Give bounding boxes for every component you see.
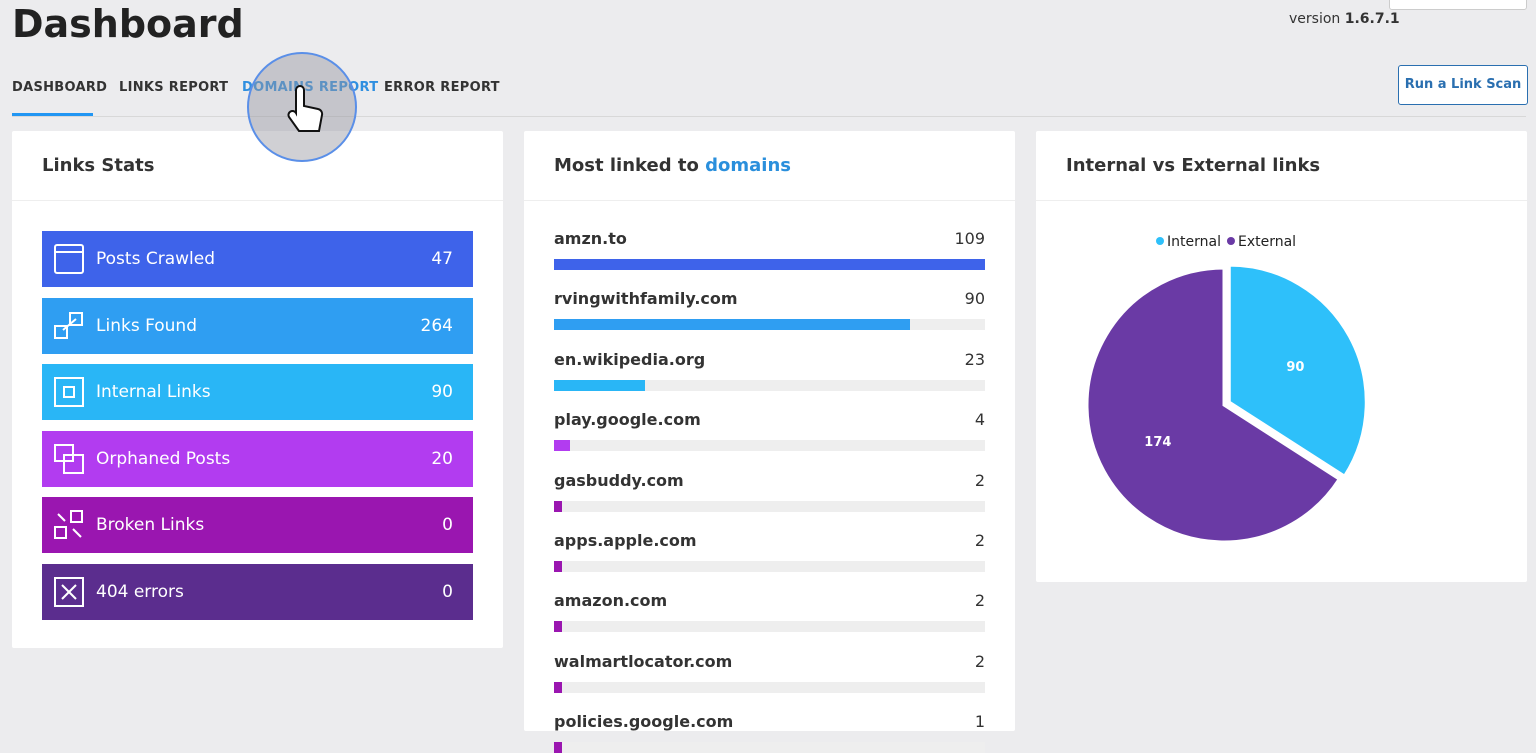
pie-slice (1085, 266, 1342, 544)
domain-count: 2 (974, 531, 985, 550)
bar (554, 742, 562, 753)
domain-name: policies.google.com (554, 712, 734, 732)
slice-label: 174 (1144, 435, 1171, 450)
domain-count: 2 (974, 651, 985, 671)
stat-icon (54, 576, 84, 607)
tab[interactable]: DOMAINS REPORT (242, 80, 378, 95)
stat-label: Broken Links (96, 515, 205, 535)
page-title: Dashboard (12, 2, 244, 46)
legend-dot (1226, 237, 1235, 245)
bar (554, 379, 645, 391)
bar-track (554, 621, 985, 633)
legend-label: Internal (1167, 234, 1221, 250)
domain-count: 23 (964, 349, 985, 369)
stat-value: 264 (420, 315, 453, 336)
domain-name: walmartlocator.com (554, 651, 733, 671)
stat-icon (54, 311, 83, 339)
bar-track (554, 259, 985, 270)
domain-count: 90 (964, 289, 985, 309)
stat-label: 404 errors (96, 581, 184, 602)
domains-card: Most linked to domains amzn.to 109 rvingwi… (524, 131, 1015, 753)
bar-track (554, 742, 985, 753)
domain-name: play.google.com (554, 410, 701, 430)
active-tab-indicator (12, 113, 93, 116)
stat-value: 47 (431, 249, 453, 269)
domain-count: 109 (954, 229, 985, 248)
bar-track (554, 561, 985, 572)
domain-count: 4 (974, 410, 985, 430)
stat-value: 90 (431, 382, 453, 402)
bar (554, 561, 562, 572)
bar-track (554, 681, 985, 693)
pie-slice (1227, 263, 1368, 479)
scan-button[interactable]: Run a Link Scan (1398, 65, 1528, 105)
top-button[interactable] (1389, 0, 1527, 10)
domain-name: en.wikipedia.org (554, 349, 706, 369)
domain-count: 1 (974, 712, 985, 732)
bar-track (554, 500, 985, 512)
domain-name: gasbuddy.com (554, 470, 684, 490)
stat-box: Internal Links 90 (42, 364, 473, 420)
tab[interactable]: DASHBOARD (12, 80, 108, 95)
cursor-highlight (247, 52, 357, 162)
stat-icon (54, 377, 84, 407)
stat-box: Orphaned Posts 20 (42, 430, 473, 487)
stat-label: Orphaned Posts (96, 448, 231, 469)
version: version 1.6.7.1 (1289, 11, 1400, 27)
bar (554, 319, 910, 331)
slice-label: 90 (1286, 360, 1304, 375)
links-stats-card: Links Stats Posts Crawled 47 Links Found 26… (12, 131, 503, 648)
bar (554, 440, 570, 452)
card-title: Internal vs External links (1066, 155, 1321, 176)
stat-icon (54, 443, 84, 474)
domain-name: apps.apple.com (554, 531, 697, 550)
stat-value: 20 (431, 448, 453, 469)
divider (12, 116, 1526, 117)
bar-track (554, 379, 985, 391)
stat-value: 0 (442, 581, 453, 602)
version-label: version (1289, 11, 1341, 27)
tab[interactable]: ERROR REPORT (384, 80, 500, 95)
stat-value: 0 (442, 515, 453, 535)
card-title: Links Stats (42, 155, 155, 176)
domain-name: rvingwithfamily.com (554, 289, 738, 309)
card-title: Most linked to domains (554, 155, 791, 176)
bar (554, 500, 562, 512)
stat-label: Internal Links (96, 382, 211, 402)
pie-card: Internal vs External links Internal Exter… (1036, 131, 1527, 582)
pie-chart: Internal External 90 174 (1085, 234, 1368, 544)
tab[interactable]: LINKS REPORT (119, 80, 229, 95)
bar (554, 621, 562, 633)
domain-name: amazon.com (554, 591, 668, 611)
bar-track (554, 319, 985, 331)
title-link[interactable]: domains (705, 155, 791, 176)
title-text: Most linked to (554, 155, 699, 176)
stat-label: Links Found (96, 315, 197, 336)
legend-label: External (1238, 234, 1296, 250)
domain-count: 2 (974, 470, 985, 490)
page: Dashboard version 1.6.7.1 DASHBOARD LINK… (12, 0, 1528, 753)
bar-track (554, 440, 985, 452)
stat-box: Links Found 264 (42, 297, 473, 354)
stat-box: Posts Crawled 47 (42, 231, 473, 287)
stat-icon (54, 244, 84, 274)
bar (554, 681, 562, 693)
bar (554, 259, 985, 270)
version-number: 1.6.7.1 (1344, 11, 1400, 27)
legend-dot (1156, 237, 1164, 245)
domain-count: 2 (974, 591, 985, 611)
stat-icon (54, 510, 83, 539)
stat-box: Broken Links 0 (42, 497, 473, 553)
domain-name: amzn.to (554, 229, 627, 248)
stat-box: 404 errors 0 (42, 563, 473, 620)
stat-label: Posts Crawled (96, 249, 215, 269)
